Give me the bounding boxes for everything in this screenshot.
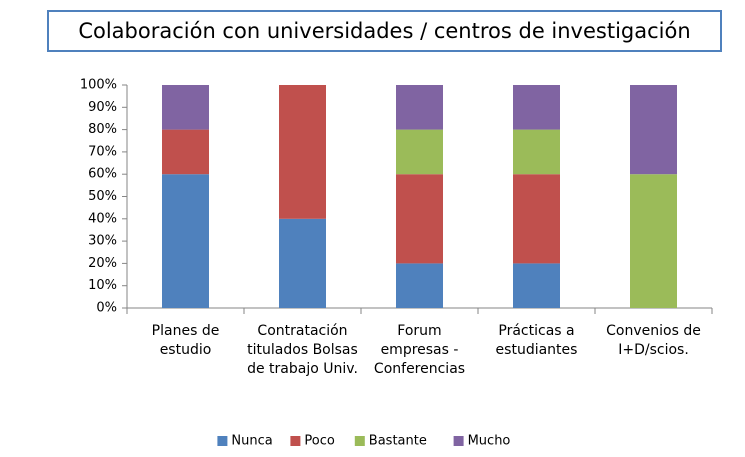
bar-segment (630, 174, 677, 308)
legend-label: Nunca (231, 434, 272, 449)
y-tick-label: 10% (88, 278, 117, 293)
bar-segment (396, 174, 443, 264)
y-tick-label: 30% (88, 234, 117, 249)
bar-segment (396, 129, 443, 175)
bar-segment (396, 263, 443, 308)
y-tick-label: 0% (96, 301, 117, 316)
y-tick-label: 90% (88, 100, 117, 115)
legend-label: Bastante (369, 434, 427, 449)
y-tick-label: 80% (88, 122, 117, 137)
bar-segment (279, 85, 326, 219)
y-tick-label: 100% (80, 78, 117, 93)
x-tick-label: Convenios de I+D/scios. (606, 323, 701, 358)
x-tick-label: Prácticas a estudiantes (495, 323, 578, 358)
bar-segment (513, 174, 560, 264)
bar-segment (513, 263, 560, 308)
legend-swatch (217, 436, 228, 446)
bar-segment (630, 85, 677, 175)
bar-segment (513, 129, 560, 175)
bar-segment (279, 218, 326, 308)
legend-swatch (290, 436, 301, 446)
chart-title: Colaboración con universidades / centros… (47, 10, 722, 52)
x-tick-label: Contratación titulados Bolsas de trabajo… (247, 323, 358, 377)
bar-segment (396, 85, 443, 130)
legend-label: Mucho (468, 434, 511, 449)
x-tick-label: Planes de estudio (151, 323, 220, 358)
bar-segment (162, 129, 209, 175)
y-tick-label: 60% (88, 167, 117, 182)
y-tick-label: 40% (88, 211, 117, 226)
bar-segment (513, 85, 560, 130)
y-tick-label: 70% (88, 144, 117, 159)
x-tick-label: Forum empresas - Conferencias (373, 323, 466, 377)
legend-swatch (453, 436, 464, 446)
legend-label: Poco (304, 434, 334, 449)
legend-swatch (354, 436, 365, 446)
bar-segment (162, 85, 209, 130)
bar-segment (162, 174, 209, 308)
y-tick-label: 50% (88, 189, 117, 204)
y-tick-label: 20% (88, 256, 117, 271)
